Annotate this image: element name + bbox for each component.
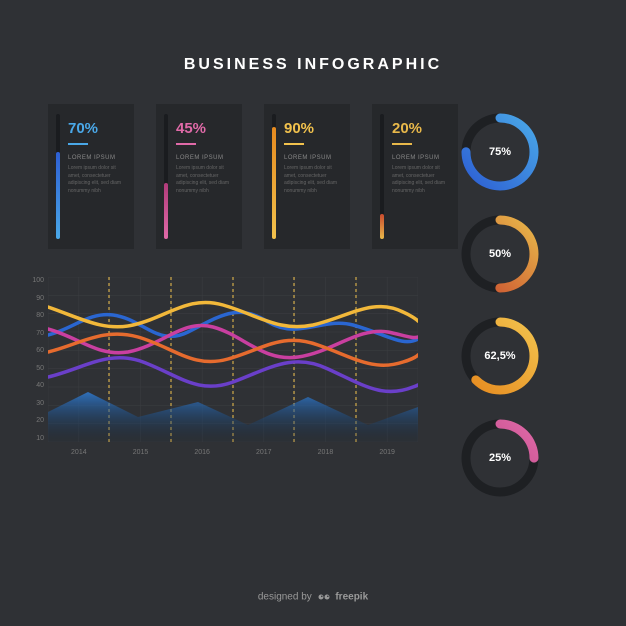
x-tick: 2014 [71,449,87,456]
page-title: BUSINESS INFOGRAPHIC [0,0,626,74]
card-heading: LOREM IPSUM [176,155,230,161]
y-tick: 50 [26,365,44,372]
accent-bar [392,143,412,145]
vbar-fill [56,152,60,240]
footer-brand: freepik [335,592,368,603]
left-column: 70% LOREM IPSUM Lorem ipsum dolor sit amet… [48,104,458,500]
card-body: Lorem ipsum dolor sit amet, consectetuer… [176,165,230,195]
line-chart [48,277,418,442]
y-tick: 40 [26,382,44,389]
x-tick: 2017 [256,449,272,456]
x-axis-labels: 2014 2015 2016 2017 2018 2019 [48,449,418,456]
y-axis-labels: 100 90 80 70 60 50 40 30 20 10 [26,277,44,442]
line-chart-section: 100908070605040302010 201420152016201720… [48,277,458,477]
stat-card-1: 45% LOREM IPSUM Lorem ipsum dolor sit amet… [156,104,242,249]
accent-bar [68,143,88,145]
donuts-column: 75% 50% 62,5% 25% [458,104,578,500]
accent-bar [284,143,304,145]
card-body: Lorem ipsum dolor sit amet, consectetuer… [68,165,122,195]
donut-2: 62,5% [458,314,542,398]
vbar-fill [380,214,384,239]
y-tick: 100 [26,277,44,284]
donut-3: 25% [458,416,542,500]
donut-label: 50% [489,248,511,260]
stat-percent: 45% [176,120,230,137]
stat-card-3: 20% LOREM IPSUM Lorem ipsum dolor sit amet… [372,104,458,249]
attribution-footer: designed by freepik [0,590,626,604]
card-heading: LOREM IPSUM [392,155,446,161]
accent-bar [176,143,196,145]
donut-1: 50% [458,212,542,296]
stat-percent: 70% [68,120,122,137]
card-body: Lorem ipsum dolor sit amet, consectetuer… [284,165,338,195]
vbar-fill [272,127,276,240]
y-tick: 30 [26,400,44,407]
donut-label: 62,5% [484,350,515,362]
x-tick: 2018 [318,449,334,456]
y-tick: 60 [26,347,44,354]
x-tick: 2015 [133,449,149,456]
y-tick: 10 [26,435,44,442]
y-tick: 20 [26,417,44,424]
stat-card-2: 90% LOREM IPSUM Lorem ipsum dolor sit amet… [264,104,350,249]
main-content: 70% LOREM IPSUM Lorem ipsum dolor sit amet… [0,104,626,500]
x-tick: 2016 [194,449,210,456]
y-tick: 70 [26,330,44,337]
x-tick: 2019 [379,449,395,456]
y-tick: 80 [26,312,44,319]
y-tick: 90 [26,295,44,302]
freepik-icon [317,590,331,604]
stat-card-0: 70% LOREM IPSUM Lorem ipsum dolor sit amet… [48,104,134,249]
stat-percent: 90% [284,120,338,137]
card-body: Lorem ipsum dolor sit amet, consectetuer… [392,165,446,195]
stat-cards-row: 70% LOREM IPSUM Lorem ipsum dolor sit amet… [48,104,458,249]
vbar-fill [164,183,168,239]
donut-label: 25% [489,452,511,464]
donut-label: 75% [489,146,511,158]
donut-0: 75% [458,110,542,194]
stat-percent: 20% [392,120,446,137]
footer-prefix: designed by [258,592,312,603]
card-heading: LOREM IPSUM [68,155,122,161]
card-heading: LOREM IPSUM [284,155,338,161]
